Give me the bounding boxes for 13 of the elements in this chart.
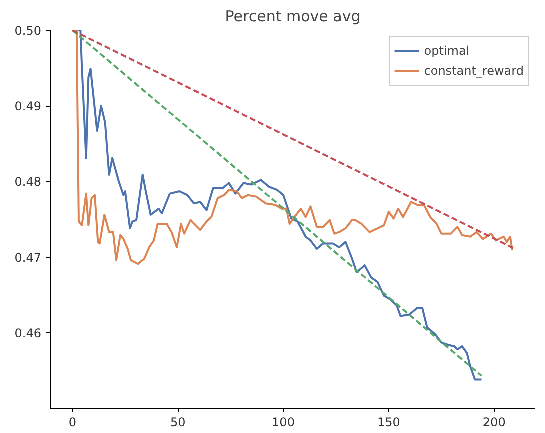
legend-label: constant_reward <box>424 64 524 78</box>
x-tick-label: 0 <box>68 416 76 430</box>
y-tick-label: 0.47 <box>14 250 42 265</box>
x-tick-label: 150 <box>377 416 400 430</box>
chart-title: Percent move avg <box>225 8 361 26</box>
x-tick-label: 100 <box>272 416 295 430</box>
x-tick-label: 200 <box>482 416 506 430</box>
y-tick-label: 0.50 <box>14 24 42 38</box>
y-tick-label: 0.49 <box>14 100 42 114</box>
y-tick-label: 0.46 <box>14 326 42 340</box>
x-tick-label: 50 <box>170 416 186 430</box>
legend-label: optimal <box>424 44 470 58</box>
y-tick-label: 0.48 <box>14 175 42 190</box>
